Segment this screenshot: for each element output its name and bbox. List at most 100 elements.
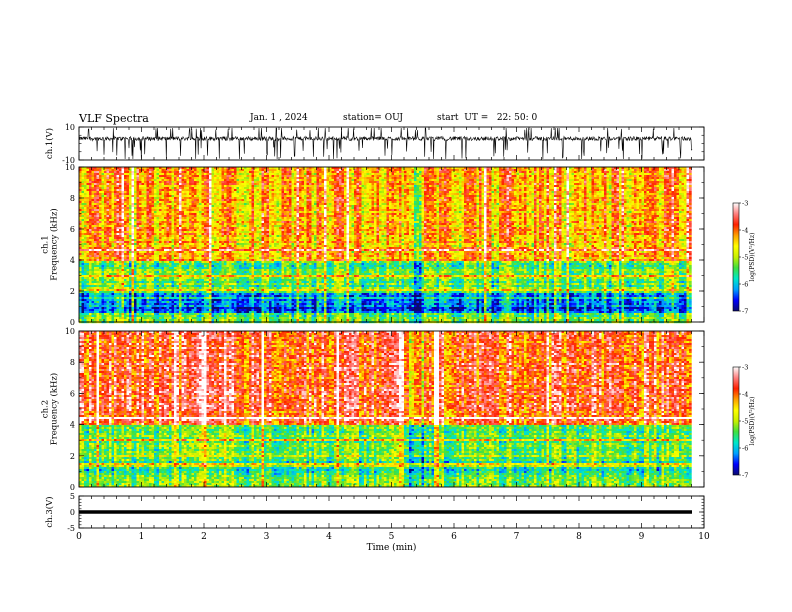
ch1-spectrogram-cell <box>654 189 657 191</box>
ch1-spectrogram-cell <box>627 177 630 179</box>
ch1-spectrogram-cell <box>332 171 335 173</box>
ch1-spectrogram-cell <box>214 195 217 197</box>
ch1-spectrogram-cell <box>417 179 420 181</box>
ch1-spectrogram-cell <box>454 193 457 195</box>
ch1-spectrogram-cell <box>472 177 475 179</box>
ch1-spectrogram-cell <box>549 181 552 183</box>
ch1-spectrogram-cell <box>594 189 597 191</box>
ch1-spectrogram-cell <box>682 173 685 175</box>
ch1-spectrogram-cell <box>102 185 105 187</box>
ch1-spectrogram-cell <box>189 173 192 175</box>
ch1-spectrogram-cell <box>124 175 127 177</box>
ch1-spectrogram-cell <box>552 203 555 205</box>
ch1-spectrogram-cell <box>659 201 662 203</box>
ch1-spectrogram-cell <box>242 185 245 187</box>
ch1-spectrogram-cell <box>249 177 252 179</box>
ch1-spectrogram-cell <box>87 177 90 179</box>
ch1-spectrogram-cell <box>302 199 305 201</box>
ch1-spectrogram-cell <box>484 169 487 171</box>
ch1-spectrogram-cell <box>504 169 507 171</box>
ch1-spectrogram-cell <box>319 197 322 199</box>
ch1-spectrogram-cell <box>389 173 392 175</box>
ch1-spectrogram-cell <box>562 175 565 177</box>
ch1-spectrogram-cell <box>222 191 225 193</box>
ch1-spectrogram-cell <box>662 193 665 195</box>
ch1-spectrogram-cell <box>352 193 355 195</box>
ch1-spectrogram-cell <box>412 201 415 203</box>
ch1-spectrogram-cell <box>302 181 305 183</box>
ch1-spectrogram-cell <box>404 179 407 181</box>
ch1-spectrogram-cell <box>232 179 235 181</box>
ch1-spectrogram-cell <box>104 173 107 175</box>
ch1-spectrogram-cell <box>669 197 672 199</box>
ch1-spectrogram-cell <box>292 175 295 177</box>
ch1-spectrogram-cell <box>149 187 152 189</box>
ch1-spectrogram-cell <box>89 171 92 173</box>
ch1-spectrogram-cell <box>547 173 550 175</box>
ch1-spectrogram-cell <box>652 201 655 203</box>
ch1-spectrogram-cell <box>537 177 540 179</box>
ch1-spectrogram-cell <box>282 195 285 197</box>
ch1-spectrogram-cell <box>124 183 127 185</box>
ch1-spectrogram-cell <box>144 195 147 197</box>
ch1-spectrogram-cell <box>682 183 685 185</box>
ch1-spectrogram-cell <box>612 183 615 185</box>
ch1-spectrogram-cell <box>89 187 92 189</box>
ch1-spectrogram-cell <box>204 193 207 195</box>
ch1-spectrogram-cell <box>437 189 440 191</box>
ch1-spectrogram-cell <box>607 201 610 203</box>
ch1-spectrogram-cell <box>212 201 215 203</box>
ch1-spectrogram-cell <box>332 173 335 175</box>
ch1-spectrogram-cell <box>594 195 597 197</box>
ch1-spectrogram-cell <box>274 199 277 201</box>
ch1-spectrogram-cell <box>382 197 385 199</box>
ch1-spectrogram-cell <box>689 173 692 175</box>
ch1-spectrogram-cell <box>457 177 460 179</box>
ch1-spectrogram-cell <box>132 197 135 199</box>
ch1-spectrogram-cell <box>574 205 577 207</box>
ch1-spectrogram-cell <box>384 205 387 207</box>
ch1-spectrogram-cell <box>224 189 227 191</box>
ch1-spectrogram-cell <box>292 189 295 191</box>
ch1-spectrogram-cell <box>192 191 195 193</box>
ch1-spectrogram-cell <box>114 173 117 175</box>
ch1-spectrogram-cell <box>649 191 652 193</box>
ch1-spectrogram-cell <box>619 177 622 179</box>
ch1-spectrogram-cell <box>509 171 512 173</box>
ch1-spectrogram-cell <box>544 179 547 181</box>
ch1-spectrogram-cell <box>282 191 285 193</box>
ch1-spectrogram-cell <box>247 173 250 175</box>
ch1-spectrogram-cell <box>342 169 345 171</box>
ch1-spectrogram-cell <box>292 181 295 183</box>
ch1-spectrogram-cell <box>97 197 100 199</box>
ch1-spectrogram-cell <box>559 199 562 201</box>
ch1-spectrogram-cell <box>332 169 335 171</box>
ch1-spectrogram-cell <box>562 187 565 189</box>
ch1-spectrogram-cell <box>239 203 242 205</box>
ch1-spectrogram-cell <box>432 177 435 179</box>
ch1-spectrogram-cell <box>629 179 632 181</box>
ch1-spectrogram-cell <box>307 197 310 199</box>
ch1-spectrogram-cell <box>112 203 115 205</box>
ch1-spectrogram-cell <box>89 179 92 181</box>
ch1-spectrogram-cell <box>279 181 282 183</box>
ch1-spectrogram-cell <box>629 175 632 177</box>
ch1-spectrogram-cell <box>272 203 275 205</box>
ch1-spectrogram-cell <box>209 193 212 195</box>
ch1-spectrogram-cell <box>339 199 342 201</box>
ch1-spectrogram-cell <box>622 169 625 171</box>
ch1-spectrogram-cell <box>379 183 382 185</box>
ch1-spectrogram-cell <box>264 191 267 193</box>
ch1-spectrogram-cell <box>207 205 210 207</box>
ch1-spectrogram-cell <box>322 177 325 179</box>
ch1-spectrogram-cell <box>172 189 175 191</box>
ch1-spectrogram-cell <box>224 191 227 193</box>
ch1-spectrogram-cell <box>607 189 610 191</box>
ch1-spectrogram-cell <box>577 197 580 199</box>
ch1-spectrogram-cell <box>559 203 562 205</box>
ch1-spectrogram-cell <box>329 199 332 201</box>
ch1-spectrogram-cell <box>147 203 150 205</box>
ch1-spectrogram-cell <box>622 187 625 189</box>
ch1-spectrogram-cell <box>139 205 142 207</box>
ch1-spectrogram-cell <box>472 187 475 189</box>
